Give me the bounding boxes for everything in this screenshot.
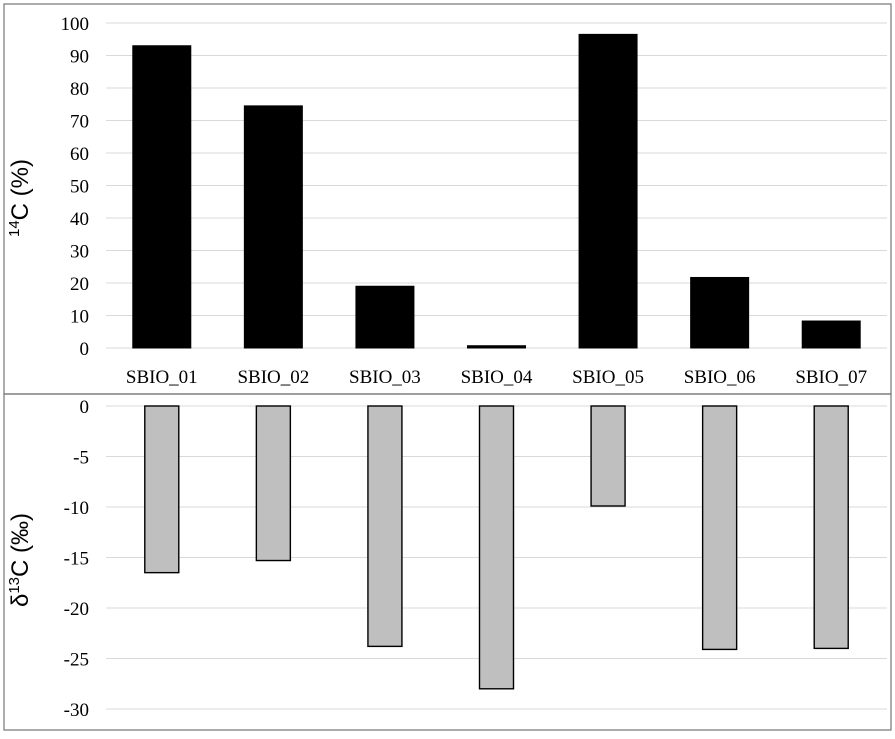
bottom-y-tick-labels: 0 -5 -10 -15 -20 -25 -30 — [64, 397, 89, 721]
top-gridlines — [106, 22, 887, 349]
x-tick-label: SBIO_07 — [795, 367, 867, 388]
bottom-bar-sbio_05 — [590, 405, 626, 507]
top-bar-sbio_03 — [355, 285, 415, 349]
bottom-bar-sbio_01 — [144, 405, 180, 574]
bottom-y-tick-label: -25 — [64, 650, 89, 671]
bottom-y-axis-title-sup: 13 — [6, 577, 23, 594]
x-tick-label: SBIO_04 — [461, 367, 533, 388]
x-tick-label: SBIO_05 — [572, 367, 644, 388]
bottom-y-axis-title-pre: δ — [7, 594, 34, 607]
bottom-bar-sbio_06 — [701, 405, 738, 651]
top-y-tick-label: 50 — [70, 177, 89, 198]
x-tick-label: SBIO_06 — [684, 367, 756, 388]
top-y-tick-label: 80 — [70, 79, 89, 100]
bottom-chart-panel: 0 -5 -10 -15 -20 -25 -30 δ13C (‰) — [3, 393, 892, 731]
top-bars — [132, 33, 861, 349]
top-y-tick-label: 100 — [61, 14, 90, 35]
top-bar-sbio_07 — [801, 320, 861, 349]
bottom-y-axis-title: δ13C (‰) — [6, 513, 34, 607]
top-y-axis-title-sup: 14 — [6, 220, 23, 237]
top-y-tick-label: 20 — [70, 274, 89, 295]
top-y-tick-label: 90 — [70, 47, 89, 68]
bottom-y-tick-label: -20 — [64, 599, 89, 620]
top-bar-sbio_05 — [578, 33, 638, 349]
bottom-y-tick-label: -30 — [64, 700, 89, 721]
x-tick-label: SBIO_02 — [237, 367, 309, 388]
x-tick-label: SBIO_03 — [349, 367, 421, 388]
top-bar-sbio_02 — [243, 105, 303, 349]
top-bar-sbio_04 — [467, 345, 526, 349]
x-tick-label: SBIO_01 — [126, 367, 198, 388]
top-y-axis-title-base: C (%) — [7, 159, 34, 220]
top-y-axis-title: 14C (%) — [6, 159, 34, 237]
bottom-bars — [144, 405, 849, 690]
top-y-tick-label: 30 — [70, 242, 89, 263]
bottom-y-tick-label: -5 — [73, 448, 89, 469]
top-x-tick-labels: SBIO_01 SBIO_02 SBIO_03 SBIO_04 SBIO_05 SBIO_… — [126, 367, 867, 388]
bottom-y-axis-title-base: C (‰) — [7, 513, 34, 577]
top-y-tick-label: 10 — [70, 307, 89, 328]
top-bar-sbio_01 — [132, 45, 192, 349]
top-y-tick-label: 40 — [70, 209, 89, 230]
bottom-bar-sbio_03 — [367, 405, 403, 648]
top-y-tick-label: 70 — [70, 112, 89, 133]
bottom-y-tick-label: -10 — [64, 498, 89, 519]
top-bar-sbio_06 — [690, 276, 750, 349]
bottom-bar-sbio_04 — [478, 405, 515, 690]
top-y-tick-label: 60 — [70, 144, 89, 165]
bottom-y-tick-label: 0 — [80, 397, 90, 418]
top-y-tick-label: 0 — [80, 339, 90, 360]
bottom-chart-frame — [3, 393, 892, 731]
bottom-y-tick-label: -15 — [64, 549, 89, 570]
bottom-bar-sbio_02 — [255, 405, 292, 562]
bottom-bar-sbio_07 — [813, 405, 849, 650]
